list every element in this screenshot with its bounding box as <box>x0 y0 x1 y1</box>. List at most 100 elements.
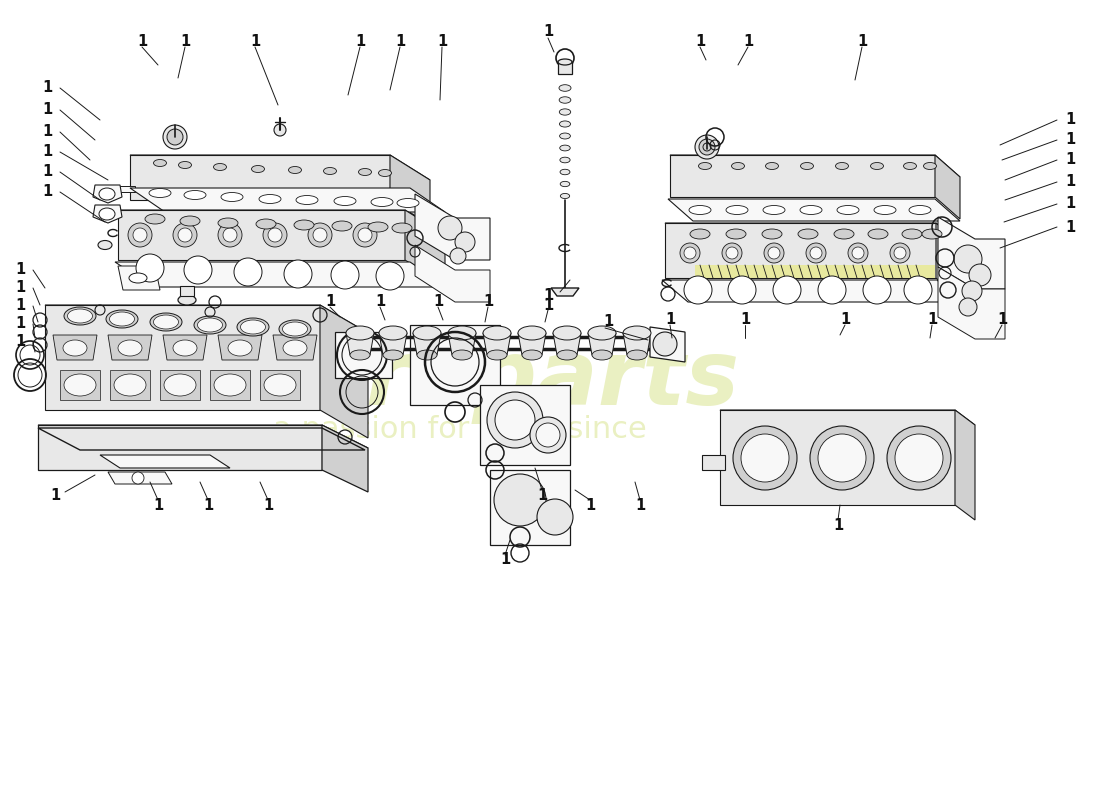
Polygon shape <box>938 267 1005 339</box>
Circle shape <box>904 276 932 304</box>
Polygon shape <box>210 370 250 400</box>
Ellipse shape <box>99 188 116 200</box>
Circle shape <box>268 228 282 242</box>
Ellipse shape <box>64 374 96 396</box>
Text: 1: 1 <box>42 145 52 159</box>
Polygon shape <box>260 370 300 400</box>
Polygon shape <box>480 385 570 465</box>
Polygon shape <box>100 455 230 468</box>
Ellipse shape <box>178 295 196 305</box>
Circle shape <box>136 254 164 282</box>
Ellipse shape <box>726 229 746 239</box>
Text: 1: 1 <box>1065 113 1075 127</box>
Ellipse shape <box>178 162 191 169</box>
Circle shape <box>167 129 183 145</box>
Circle shape <box>353 223 377 247</box>
Ellipse shape <box>99 208 116 220</box>
Text: 1: 1 <box>263 498 273 513</box>
Text: 1: 1 <box>740 313 750 327</box>
Circle shape <box>163 125 187 149</box>
Ellipse shape <box>67 309 92 323</box>
Ellipse shape <box>922 229 942 239</box>
Ellipse shape <box>154 159 166 166</box>
Text: 1: 1 <box>42 185 52 199</box>
Polygon shape <box>558 62 572 74</box>
Polygon shape <box>448 333 476 355</box>
Polygon shape <box>118 266 160 290</box>
Text: 1: 1 <box>202 498 213 513</box>
Text: eeuroparts: eeuroparts <box>180 336 740 424</box>
Circle shape <box>438 216 462 240</box>
Circle shape <box>653 332 676 356</box>
Ellipse shape <box>836 162 848 170</box>
Ellipse shape <box>346 326 374 340</box>
Circle shape <box>728 276 756 304</box>
Polygon shape <box>410 325 500 405</box>
Circle shape <box>768 247 780 259</box>
Text: 1: 1 <box>1065 133 1075 147</box>
Ellipse shape <box>392 223 412 233</box>
Circle shape <box>954 245 982 273</box>
Text: 1: 1 <box>840 313 850 327</box>
Ellipse shape <box>283 322 308 336</box>
Text: 1: 1 <box>15 262 25 278</box>
Text: 1: 1 <box>742 34 754 50</box>
Polygon shape <box>108 472 172 484</box>
Polygon shape <box>336 332 392 378</box>
Circle shape <box>773 276 801 304</box>
Text: 1: 1 <box>15 298 25 314</box>
Text: 1: 1 <box>1065 197 1075 211</box>
Text: 1: 1 <box>437 34 447 50</box>
Ellipse shape <box>553 326 581 340</box>
Ellipse shape <box>557 350 578 360</box>
Circle shape <box>128 223 152 247</box>
Text: 1: 1 <box>695 34 705 50</box>
Ellipse shape <box>412 326 441 340</box>
Ellipse shape <box>924 162 936 170</box>
Text: 1: 1 <box>483 294 493 310</box>
Text: 1: 1 <box>1065 153 1075 167</box>
Circle shape <box>450 248 466 264</box>
Circle shape <box>184 256 212 284</box>
Text: 1: 1 <box>324 294 336 310</box>
Ellipse shape <box>560 121 571 127</box>
Ellipse shape <box>118 340 142 356</box>
Ellipse shape <box>560 182 570 186</box>
Ellipse shape <box>558 59 572 65</box>
Ellipse shape <box>145 214 165 224</box>
Polygon shape <box>490 470 570 545</box>
Ellipse shape <box>874 206 896 214</box>
Text: 1: 1 <box>15 281 25 295</box>
Ellipse shape <box>241 320 265 334</box>
Ellipse shape <box>417 350 437 360</box>
Ellipse shape <box>252 166 264 173</box>
Ellipse shape <box>359 169 372 175</box>
Ellipse shape <box>560 170 570 174</box>
Ellipse shape <box>448 326 476 340</box>
Text: 1: 1 <box>833 518 843 533</box>
Ellipse shape <box>623 326 651 340</box>
Ellipse shape <box>766 162 779 170</box>
Ellipse shape <box>798 229 818 239</box>
Ellipse shape <box>98 241 112 250</box>
Ellipse shape <box>350 350 370 360</box>
Polygon shape <box>118 210 405 260</box>
Text: 1: 1 <box>585 498 595 513</box>
Circle shape <box>810 247 822 259</box>
Text: 1: 1 <box>50 487 60 502</box>
Circle shape <box>810 426 875 490</box>
Polygon shape <box>650 327 685 362</box>
Polygon shape <box>130 155 430 180</box>
Ellipse shape <box>379 326 407 340</box>
Ellipse shape <box>332 221 352 231</box>
Ellipse shape <box>483 326 512 340</box>
Polygon shape <box>118 210 446 235</box>
Polygon shape <box>320 305 368 438</box>
Ellipse shape <box>258 194 280 203</box>
Circle shape <box>895 434 943 482</box>
Polygon shape <box>273 335 317 360</box>
Ellipse shape <box>518 326 546 340</box>
Ellipse shape <box>726 206 748 214</box>
Text: 1: 1 <box>375 294 385 310</box>
Ellipse shape <box>903 162 916 170</box>
